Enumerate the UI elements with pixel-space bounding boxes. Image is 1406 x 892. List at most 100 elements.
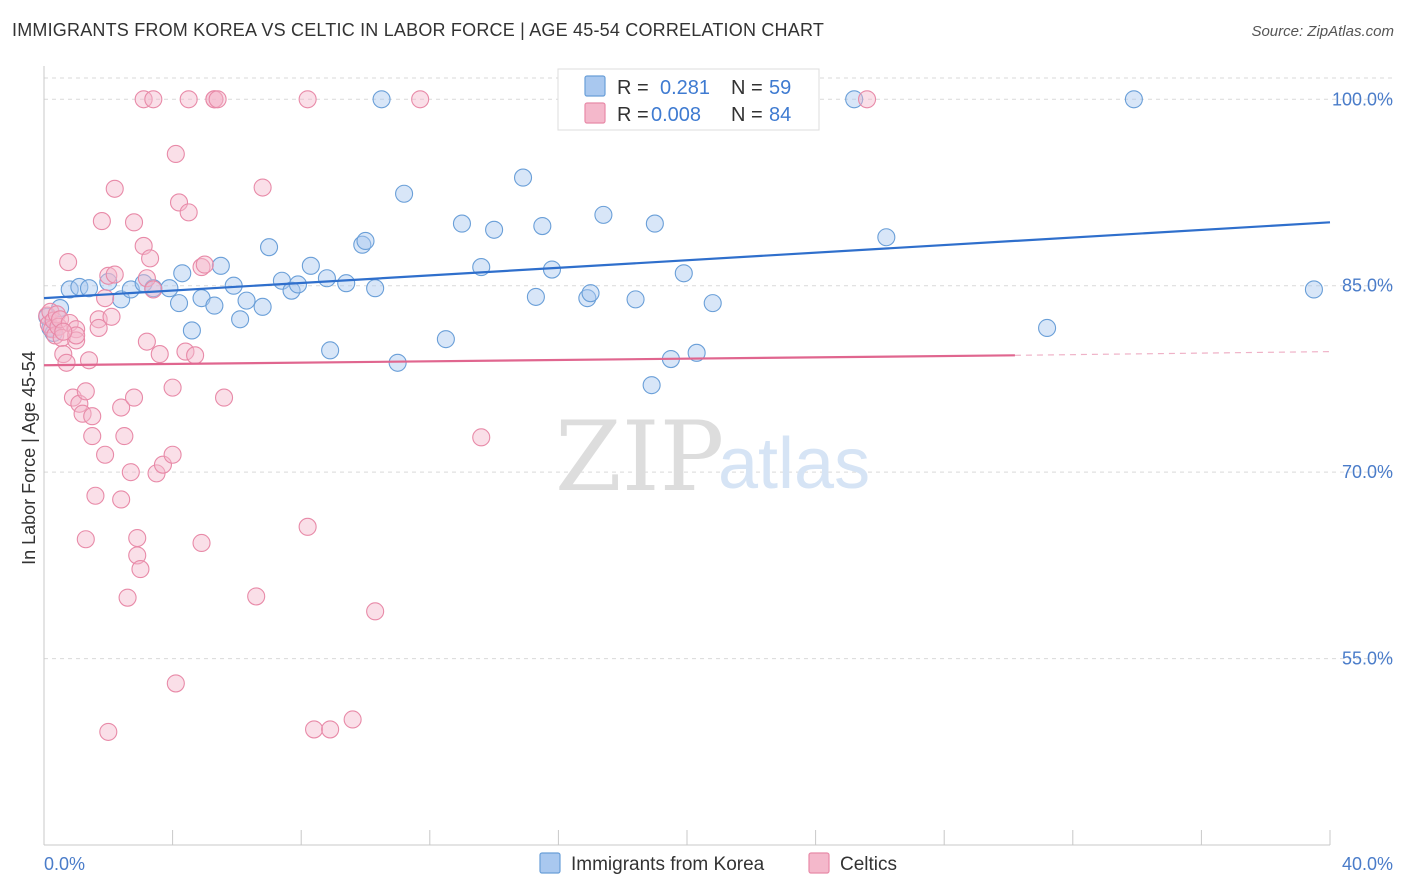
data-point [144,280,163,299]
legend-box: R = 0.281 N = 59 R = 0.008 N = 84 [557,68,820,131]
chart-title: IMMIGRANTS FROM KOREA VS CELTIC IN LABOR… [12,20,825,40]
data-point [99,722,118,741]
data-point [92,212,111,231]
data-point [253,297,272,316]
data-point [208,90,227,109]
data-point [253,178,272,197]
data-point [163,445,182,464]
data-point [317,269,336,288]
data-point [526,287,545,306]
data-point [121,463,140,482]
bottom-legend-celtic-swatch [808,852,830,874]
data-point [96,289,115,308]
data-point [1304,280,1323,299]
data-point [186,346,205,365]
axes [43,66,1331,846]
legend-celtic-r-value: 0.008 [651,104,701,126]
data-point [105,265,124,284]
data-point [674,264,693,283]
legend-celtic-n-label: N = [731,104,763,126]
data-point [137,332,156,351]
legend-celtic-n-value: 84 [769,104,791,126]
data-point [163,378,182,397]
series-celtic-points [38,90,877,741]
data-point [54,322,73,341]
data-point [321,720,340,739]
series-korea-points [38,90,1323,395]
watermark-atlas: atlas [718,424,870,504]
x-tick-label-max: 40.0% [1342,854,1393,874]
data-point [1038,318,1057,338]
celtic-trend-line [43,354,1015,367]
data-point [76,530,95,549]
legend-celtic-r-label: R = [617,104,649,126]
data-point [247,587,266,606]
data-point [372,90,391,109]
data-point [169,193,189,212]
legend-korea-r-value: 0.281 [660,77,710,99]
data-point [118,588,137,607]
data-point [115,427,134,446]
data-point [128,528,147,548]
data-point [176,342,195,361]
korea-trend-line [43,221,1331,300]
y-tick-label: 70.0% [1342,462,1393,482]
data-point [366,279,385,298]
data-point [356,231,375,251]
data-point [179,203,198,222]
bottom-legend: Immigrants from Korea Celtics [539,852,897,875]
data-point [214,388,234,407]
data-point [131,560,150,579]
data-point [86,486,105,505]
data-point [96,445,115,464]
data-point [533,217,552,236]
legend-celtic-swatch [584,102,606,124]
data-point [642,376,661,395]
data-point [192,258,211,277]
data-point [195,255,214,274]
data-point [305,720,324,739]
watermark-zip: ZIP [555,401,724,513]
data-point [452,214,472,233]
data-point [337,274,356,293]
legend-korea-n-label: N = [731,77,763,99]
data-point [89,318,108,338]
data-point [436,330,455,349]
y-tick-label: 85.0% [1342,276,1393,296]
data-point [259,238,279,257]
data-point [192,533,211,553]
data-point [395,184,414,203]
data-point [102,307,121,326]
data-point [485,220,504,239]
trend-lines [43,221,1331,367]
data-point [105,179,124,198]
legend-korea-r-label: R = [617,77,649,99]
data-point [298,90,317,109]
x-tick-label-min: 0.0% [44,854,85,874]
data-point [301,256,320,275]
legend-korea-swatch [584,75,606,97]
data-point [76,382,95,401]
bottom-legend-korea-label: Immigrants from Korea [571,854,765,875]
celtic-trend-extension [1014,350,1331,356]
legend-korea-n-value: 59 [769,77,791,99]
data-point [124,213,144,232]
data-point [231,310,250,329]
data-point [79,351,99,370]
data-point [83,427,102,446]
data-point [594,205,613,224]
chart-source: Source: ZipAtlas.com [1251,23,1394,40]
data-point [112,398,131,417]
data-point [578,289,597,308]
data-point [141,249,160,268]
y-tick-label: 55.0% [1342,649,1393,669]
data-point [343,710,362,729]
data-point [182,321,201,340]
data-point [179,90,198,109]
data-point [211,256,230,275]
data-point [513,168,533,187]
data-point [52,328,71,347]
data-point [49,317,68,336]
data-point [205,296,224,315]
data-point [173,264,192,283]
